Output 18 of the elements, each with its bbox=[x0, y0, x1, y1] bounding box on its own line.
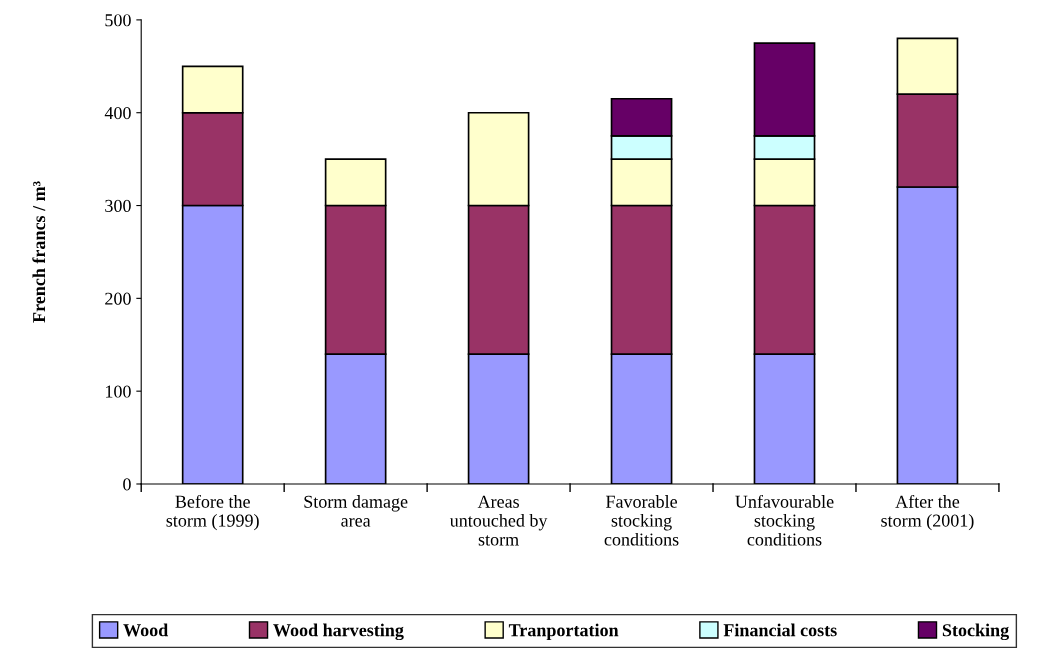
y-tick-label: 400 bbox=[104, 106, 131, 120]
x-tick-label: Unfavourable stocking conditions bbox=[735, 494, 834, 546]
x-tick-label: After the storm (2001) bbox=[881, 494, 974, 531]
legend-label: Financial costs bbox=[723, 623, 837, 637]
y-tick-label: 100 bbox=[105, 385, 131, 398]
legend-label: Stocking bbox=[942, 623, 1009, 641]
legend-label: Wood harvesting bbox=[273, 623, 404, 641]
y-tick-label: 200 bbox=[105, 292, 131, 305]
legend-label: Tranportation bbox=[508, 623, 619, 640]
legend-label: Wood bbox=[123, 623, 169, 637]
y-tick-label: 300 bbox=[105, 199, 131, 212]
x-tick-label: Favorable stocking conditions bbox=[604, 495, 679, 546]
y-axis-title: French francs / m³ bbox=[32, 181, 46, 323]
x-tick-label: Storm damage area bbox=[304, 495, 408, 527]
y-tick-label: 500 bbox=[105, 14, 131, 27]
y-tick-label: 0 bbox=[123, 478, 131, 491]
x-tick-label: Before the storm (1999) bbox=[166, 494, 259, 531]
x-tick-label: Areas untouched by storm bbox=[449, 495, 548, 546]
